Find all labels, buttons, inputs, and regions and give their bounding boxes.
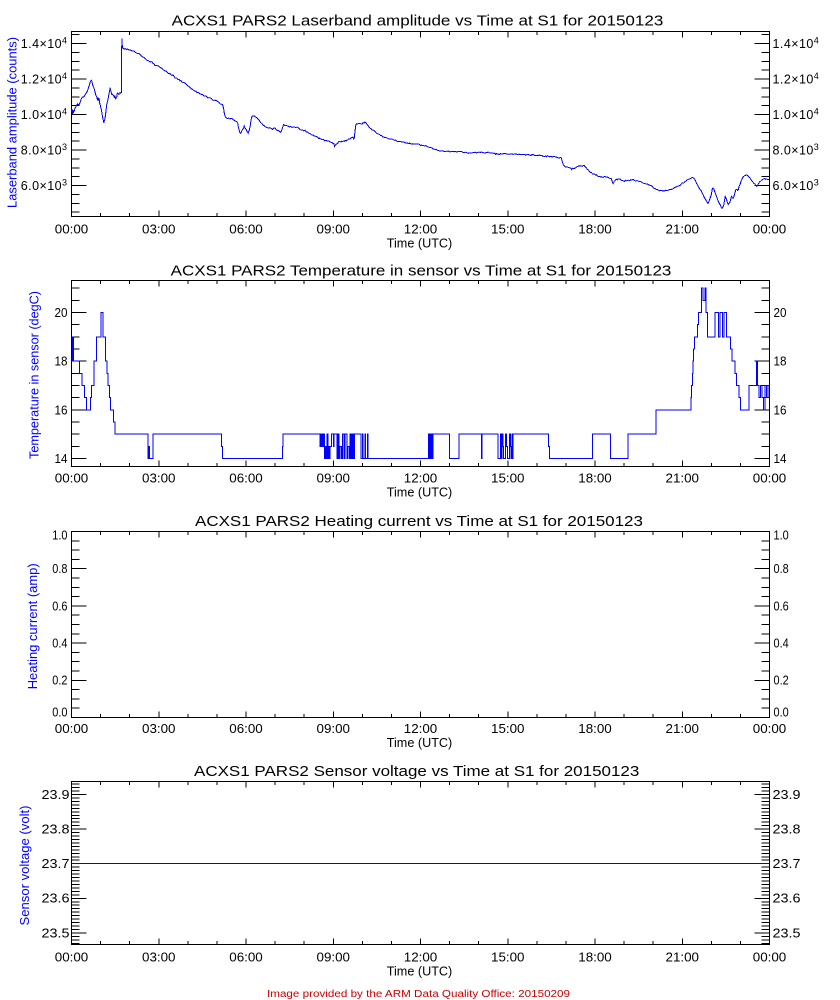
svg-text:23.9: 23.9 (42, 788, 70, 802)
svg-text:15:00: 15:00 (491, 471, 525, 485)
svg-text:Heating current (amp): Heating current (amp) (26, 563, 40, 689)
svg-text:Sensor voltage (volt): Sensor voltage (volt) (18, 806, 32, 926)
svg-text:06:00: 06:00 (229, 722, 263, 736)
svg-text:1.2×104: 1.2×104 (773, 71, 820, 86)
svg-text:12:00: 12:00 (404, 951, 438, 965)
svg-text:23.8: 23.8 (42, 823, 70, 837)
svg-text:09:00: 09:00 (317, 722, 351, 736)
svg-text:8.0×103: 8.0×103 (21, 142, 68, 157)
svg-text:09:00: 09:00 (317, 951, 351, 965)
svg-text:ACXS1 PARS2 Sensor voltage vs: ACXS1 PARS2 Sensor voltage vs Time at S1… (194, 763, 639, 780)
svg-text:03:00: 03:00 (142, 471, 176, 485)
svg-text:ACXS1 PARS2 Temperature in sen: ACXS1 PARS2 Temperature in sensor vs Tim… (171, 262, 672, 279)
svg-text:03:00: 03:00 (142, 951, 176, 965)
svg-text:0.6: 0.6 (774, 599, 789, 613)
svg-text:14: 14 (55, 452, 68, 466)
svg-text:16: 16 (774, 403, 787, 417)
svg-text:00:00: 00:00 (753, 222, 787, 236)
svg-text:1.0×104: 1.0×104 (773, 107, 820, 122)
svg-text:21:00: 21:00 (666, 951, 700, 965)
svg-text:00:00: 00:00 (55, 222, 89, 236)
svg-text:21:00: 21:00 (666, 222, 700, 236)
svg-text:18:00: 18:00 (578, 722, 612, 736)
svg-text:23.8: 23.8 (773, 823, 801, 837)
svg-text:15:00: 15:00 (491, 722, 525, 736)
svg-text:Time (UTC): Time (UTC) (387, 736, 453, 750)
svg-text:16: 16 (55, 403, 68, 417)
svg-text:12:00: 12:00 (404, 722, 438, 736)
svg-text:0.8: 0.8 (52, 562, 67, 576)
svg-text:1.0: 1.0 (52, 528, 67, 542)
svg-text:15:00: 15:00 (491, 222, 525, 236)
svg-text:00:00: 00:00 (753, 951, 787, 965)
svg-text:23.5: 23.5 (773, 926, 801, 940)
svg-text:20: 20 (55, 306, 68, 320)
svg-text:23.6: 23.6 (773, 892, 801, 906)
svg-text:1.0: 1.0 (774, 528, 789, 542)
svg-text:23.7: 23.7 (773, 857, 801, 871)
svg-text:0.2: 0.2 (774, 674, 789, 688)
svg-text:09:00: 09:00 (317, 471, 351, 485)
svg-text:18:00: 18:00 (578, 222, 612, 236)
svg-text:12:00: 12:00 (404, 471, 438, 485)
svg-text:0.2: 0.2 (52, 674, 67, 688)
svg-text:23.7: 23.7 (42, 857, 70, 871)
svg-text:6.0×103: 6.0×103 (21, 178, 68, 193)
svg-text:23.9: 23.9 (773, 788, 801, 802)
svg-text:ACXS1 PARS2 Heating current vs: ACXS1 PARS2 Heating current vs Time at S… (195, 513, 643, 530)
svg-text:8.0×103: 8.0×103 (773, 142, 820, 157)
svg-text:Temperature in sensor (degC): Temperature in sensor (degC) (27, 291, 41, 459)
svg-text:14: 14 (774, 452, 787, 466)
svg-text:1.4×104: 1.4×104 (21, 36, 68, 51)
svg-text:ACXS1 PARS2 Laserband amplitud: ACXS1 PARS2 Laserband amplitude vs Time … (172, 13, 664, 30)
svg-text:0.0: 0.0 (52, 706, 67, 720)
svg-text:06:00: 06:00 (229, 951, 263, 965)
svg-text:18: 18 (55, 355, 68, 369)
svg-text:Time (UTC): Time (UTC) (387, 237, 453, 251)
svg-text:18:00: 18:00 (578, 951, 612, 965)
svg-text:0.8: 0.8 (774, 562, 789, 576)
svg-text:15:00: 15:00 (491, 951, 525, 965)
svg-text:21:00: 21:00 (666, 722, 700, 736)
svg-text:0.0: 0.0 (774, 706, 789, 720)
svg-text:12:00: 12:00 (404, 222, 438, 236)
svg-text:Image provided by the ARM Data: Image provided by the ARM Data Quality O… (267, 989, 571, 1000)
svg-text:03:00: 03:00 (142, 722, 176, 736)
svg-text:00:00: 00:00 (55, 951, 89, 965)
svg-text:0.6: 0.6 (52, 599, 67, 613)
svg-text:00:00: 00:00 (55, 471, 89, 485)
svg-text:06:00: 06:00 (229, 222, 263, 236)
svg-text:1.0×104: 1.0×104 (21, 107, 68, 122)
svg-text:00:00: 00:00 (753, 722, 787, 736)
svg-text:00:00: 00:00 (753, 471, 787, 485)
svg-text:06:00: 06:00 (229, 471, 263, 485)
svg-text:09:00: 09:00 (317, 222, 351, 236)
svg-text:Laserband amplitude (counts): Laserband amplitude (counts) (6, 37, 20, 208)
svg-text:00:00: 00:00 (55, 722, 89, 736)
svg-text:Time (UTC): Time (UTC) (387, 965, 453, 979)
svg-text:1.4×104: 1.4×104 (773, 36, 820, 51)
svg-text:1.2×104: 1.2×104 (21, 71, 68, 86)
svg-text:20: 20 (774, 306, 787, 320)
svg-text:Time (UTC): Time (UTC) (387, 486, 453, 500)
svg-text:6.0×103: 6.0×103 (773, 178, 820, 193)
svg-text:23.6: 23.6 (42, 892, 70, 906)
svg-text:18:00: 18:00 (578, 471, 612, 485)
svg-text:23.5: 23.5 (42, 926, 70, 940)
svg-text:18: 18 (774, 355, 787, 369)
svg-text:03:00: 03:00 (142, 222, 176, 236)
svg-text:0.4: 0.4 (774, 637, 789, 651)
svg-text:0.4: 0.4 (52, 637, 67, 651)
svg-text:21:00: 21:00 (666, 471, 700, 485)
